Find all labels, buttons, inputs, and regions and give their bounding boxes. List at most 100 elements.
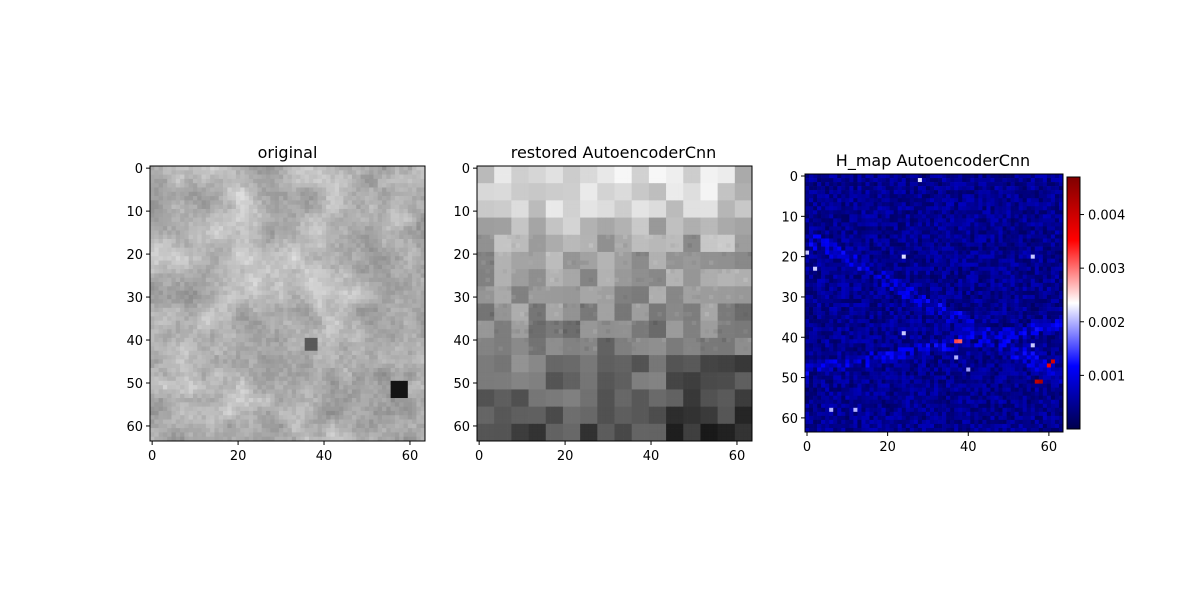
- pixel: [412, 372, 417, 377]
- pixel: [343, 380, 349, 386]
- pixel: [407, 329, 413, 334]
- pixel: [205, 398, 211, 403]
- pixel: [197, 312, 202, 317]
- pixel: [394, 221, 400, 227]
- pixel: [377, 243, 383, 248]
- pixel: [334, 393, 340, 399]
- pixel: [296, 260, 301, 266]
- pixel: [377, 312, 383, 317]
- pixel: [360, 385, 366, 390]
- pixel: [184, 196, 190, 201]
- pixel: [287, 286, 293, 291]
- pixel: [399, 415, 404, 420]
- pixel: [498, 183, 504, 188]
- pixel: [180, 333, 185, 339]
- pixel: [201, 316, 207, 322]
- pixel: [700, 174, 706, 180]
- pixel: [382, 363, 387, 369]
- pixel: [223, 208, 228, 214]
- pixel: [274, 230, 280, 236]
- pixel: [412, 294, 417, 300]
- pixel: [700, 196, 706, 201]
- pixel: [734, 217, 740, 223]
- pixel: [507, 217, 512, 223]
- pixel: [326, 385, 331, 390]
- pixel: [188, 200, 194, 206]
- pixel: [382, 359, 387, 365]
- pixel: [205, 329, 211, 334]
- pixel: [231, 359, 237, 365]
- pixel: [683, 187, 688, 193]
- panel-restored: restored AutoencoderCnn 0 20 40 60010203040…: [453, 143, 753, 464]
- pixel: [360, 273, 366, 279]
- pixel: [343, 428, 349, 433]
- pixel: [296, 320, 301, 326]
- pixel: [223, 269, 228, 274]
- pixel: [253, 226, 258, 231]
- pixel: [360, 247, 366, 253]
- pixel: [244, 342, 250, 347]
- pixel: [261, 436, 267, 442]
- pixel: [257, 174, 263, 180]
- pixel: [326, 376, 331, 382]
- pixel: [270, 260, 275, 266]
- pixel: [377, 204, 383, 210]
- pixel: [364, 398, 370, 403]
- pixel: [360, 217, 366, 223]
- pixel: [494, 204, 499, 210]
- pixel: [266, 178, 271, 184]
- pixel: [180, 290, 185, 296]
- y-tick-label: 10: [126, 205, 143, 220]
- pixel: [158, 367, 164, 373]
- pixel: [347, 324, 353, 330]
- pixel: [266, 342, 271, 347]
- pixel: [524, 221, 529, 227]
- pixel: [382, 398, 387, 403]
- pixel: [210, 372, 215, 377]
- pixel: [218, 191, 224, 197]
- pixel: [266, 277, 271, 283]
- pixel: [227, 324, 232, 330]
- pixel: [369, 324, 374, 330]
- pixel: [266, 329, 271, 334]
- pixel: [154, 380, 159, 386]
- pixel: [158, 372, 164, 377]
- pixel: [356, 320, 361, 326]
- pixel: [266, 380, 271, 386]
- pixel: [364, 410, 370, 416]
- pixel: [330, 372, 336, 377]
- pixel: [205, 290, 211, 296]
- pixel: [696, 196, 701, 201]
- pixel: [188, 187, 194, 193]
- pixel: [300, 256, 306, 261]
- pixel: [313, 269, 318, 274]
- pixel: [175, 204, 181, 210]
- pixel: [270, 247, 275, 253]
- pixel: [382, 346, 387, 352]
- pixel: [188, 290, 194, 296]
- pixel: [321, 303, 327, 309]
- pixel: [287, 282, 293, 287]
- pixel: [201, 269, 207, 274]
- pixel: [188, 286, 194, 291]
- pixel: [709, 217, 714, 223]
- pixel: [678, 196, 684, 201]
- pixel: [683, 204, 688, 210]
- pixel: [235, 299, 241, 304]
- pixel: [180, 204, 185, 210]
- pixel: [313, 307, 318, 313]
- pixel: [205, 166, 211, 171]
- pixel: [416, 410, 422, 416]
- pixel: [390, 196, 396, 201]
- pixel: [739, 187, 744, 193]
- pixel: [550, 183, 555, 188]
- pixel: [162, 303, 168, 309]
- pixel: [334, 337, 340, 343]
- pixel: [416, 256, 422, 261]
- y-tick-label: 60: [126, 420, 143, 435]
- pixel: [356, 333, 361, 339]
- pixel: [313, 200, 318, 206]
- pixel: [205, 264, 211, 270]
- pixel: [394, 294, 400, 300]
- pixel: [201, 170, 207, 175]
